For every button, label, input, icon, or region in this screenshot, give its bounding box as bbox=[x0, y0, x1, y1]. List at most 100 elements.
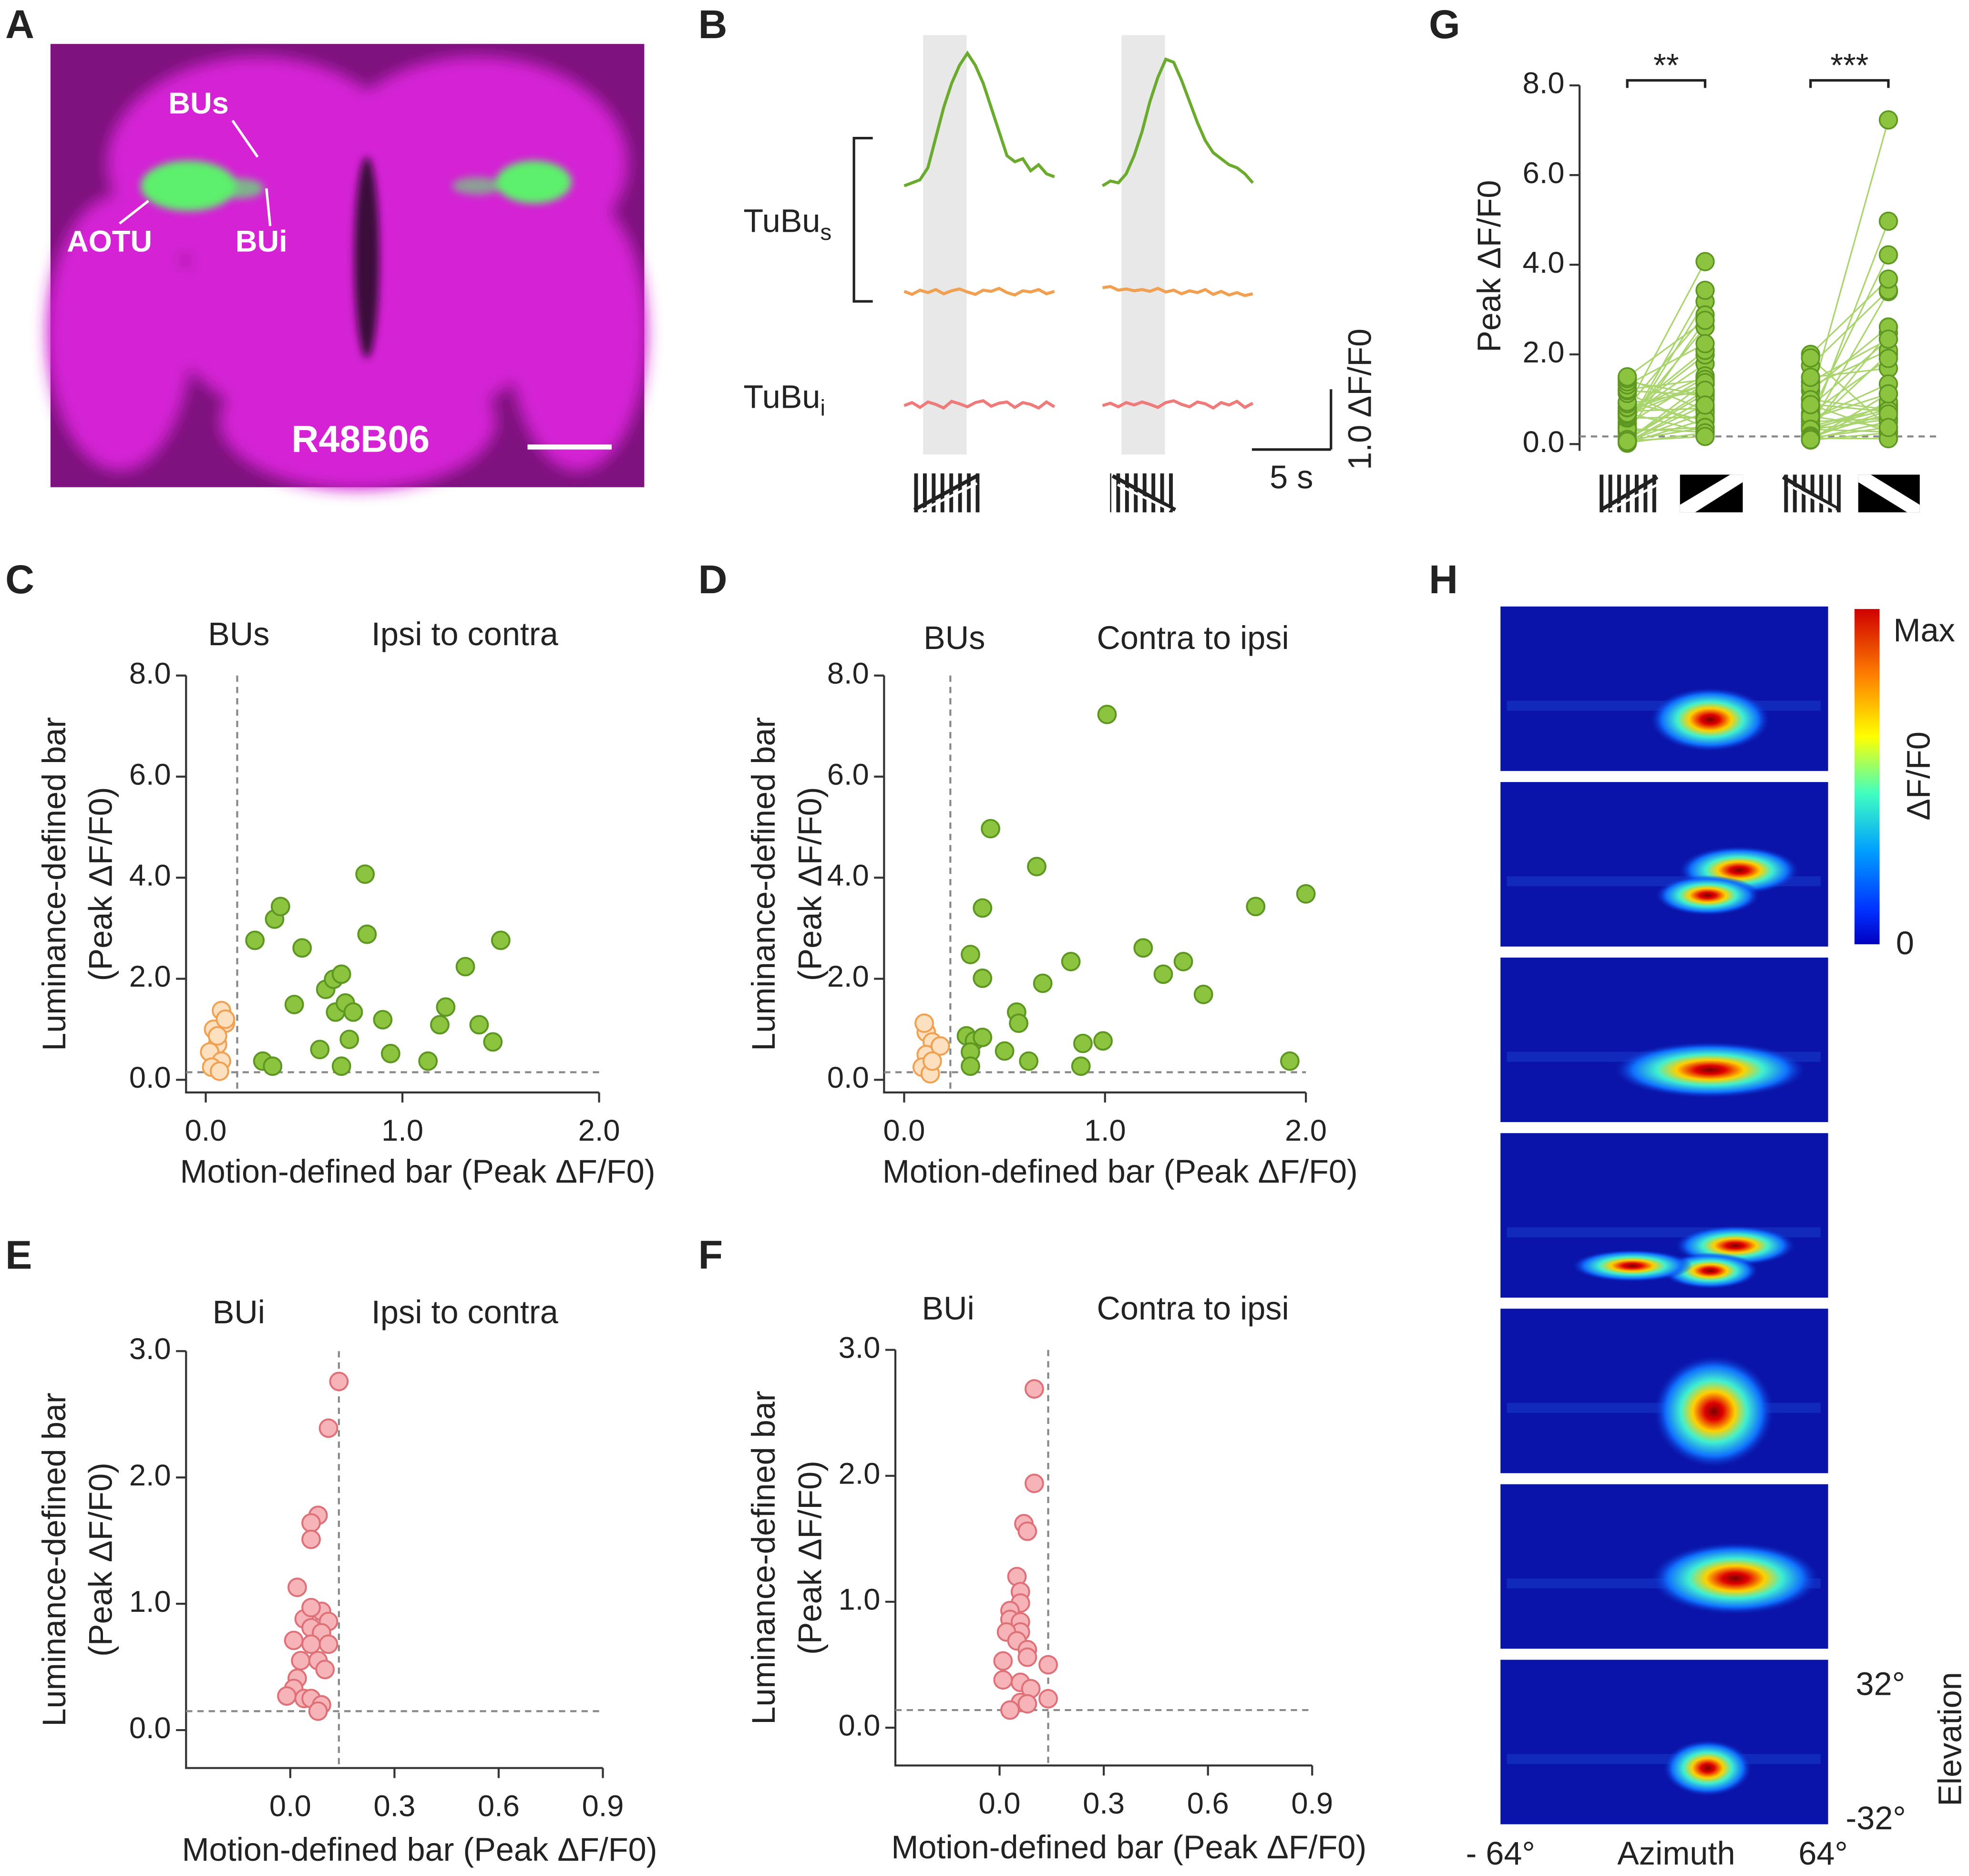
significance: *** bbox=[1830, 47, 1868, 83]
axis-line bbox=[894, 1350, 1313, 1767]
pair-line bbox=[1810, 383, 1889, 420]
colorbar bbox=[1854, 609, 1880, 945]
y-axis-label: (Peak ΔF/F0) bbox=[791, 787, 828, 981]
point bbox=[1000, 1700, 1020, 1720]
point bbox=[318, 1634, 338, 1654]
y-tick-label: 6.0 bbox=[1523, 156, 1565, 190]
pair-line bbox=[1810, 410, 1889, 439]
x-tick-label: 0.0 bbox=[979, 1787, 1021, 1820]
pair-line bbox=[1810, 338, 1889, 382]
pair-line bbox=[1810, 221, 1889, 425]
point bbox=[292, 938, 312, 958]
azimuth-right: 64° bbox=[1798, 1835, 1848, 1872]
point bbox=[491, 930, 511, 950]
heatmap-hotspot bbox=[1572, 1249, 1693, 1282]
point bbox=[1801, 367, 1820, 387]
point bbox=[287, 1577, 307, 1598]
heatmap-hotspot bbox=[1651, 1542, 1820, 1615]
y-axis-label: (Peak ΔF/F0) bbox=[791, 1461, 828, 1655]
y-tick-label: 6.0 bbox=[827, 758, 869, 791]
point bbox=[1878, 245, 1898, 265]
row-label: TuBus bbox=[743, 203, 831, 245]
y-tick-label: 3.0 bbox=[839, 1331, 881, 1364]
point bbox=[1017, 1521, 1037, 1541]
point bbox=[1173, 952, 1193, 971]
brain-label: AOTU bbox=[67, 225, 152, 258]
pair-line bbox=[1627, 392, 1706, 428]
y-axis-label: Peak ΔF/F0 bbox=[1471, 180, 1508, 352]
point bbox=[1878, 384, 1898, 404]
y-tick-label: 1.0 bbox=[839, 1583, 881, 1617]
scale-label: 5 s bbox=[1270, 459, 1313, 495]
point bbox=[1246, 897, 1266, 917]
pair-line bbox=[1627, 363, 1706, 418]
brain-label: BUs bbox=[168, 87, 228, 120]
point bbox=[1061, 952, 1081, 971]
pair-line bbox=[1810, 350, 1889, 387]
row-label: TuBui bbox=[743, 378, 825, 421]
point bbox=[357, 924, 377, 944]
trace bbox=[903, 287, 1055, 297]
pair-line bbox=[1810, 437, 1888, 440]
y-axis-label: Luminance-defined bar bbox=[745, 1391, 782, 1724]
pair-line bbox=[1810, 278, 1889, 355]
point bbox=[993, 1651, 1013, 1671]
y-axis-label: (Peak ΔF/F0) bbox=[82, 787, 119, 981]
point bbox=[210, 1061, 229, 1081]
axis-line bbox=[185, 675, 599, 1093]
x-tick-label: 2.0 bbox=[1285, 1114, 1327, 1147]
point bbox=[430, 1015, 450, 1035]
x-tick-label: 0.3 bbox=[1083, 1787, 1125, 1820]
point bbox=[343, 1002, 363, 1022]
point bbox=[1071, 1056, 1091, 1076]
annotation: Contra to ipsi bbox=[1097, 1290, 1289, 1327]
x-tick-label: 0.0 bbox=[883, 1114, 925, 1147]
point bbox=[981, 819, 1001, 839]
pair-line bbox=[1810, 358, 1889, 414]
x-axis-label: Motion-defined bar (Peak ΔF/F0) bbox=[891, 1829, 1366, 1866]
pair-line bbox=[1627, 418, 1705, 444]
point bbox=[1033, 973, 1053, 993]
point bbox=[1878, 418, 1898, 437]
annotation: BUi bbox=[922, 1290, 974, 1327]
x-tick-label: 0.9 bbox=[582, 1789, 624, 1823]
point bbox=[301, 1598, 321, 1618]
row-label-sub: s bbox=[820, 219, 832, 245]
y-tick-label: 4.0 bbox=[827, 859, 869, 892]
colorbar-label: ΔF/F0 bbox=[1900, 732, 1937, 820]
point bbox=[973, 968, 993, 988]
axis-line bbox=[883, 675, 1306, 1093]
point bbox=[973, 898, 993, 918]
point bbox=[1695, 310, 1715, 330]
point bbox=[270, 897, 290, 917]
x-tick-label: 1.0 bbox=[381, 1114, 423, 1147]
pair-line bbox=[1627, 428, 1705, 433]
panel-letter: E bbox=[5, 1233, 32, 1278]
point bbox=[1097, 704, 1117, 724]
point bbox=[483, 1032, 503, 1052]
pair-line bbox=[1626, 320, 1706, 433]
pair-line bbox=[1627, 432, 1705, 443]
y-tick-label: 4.0 bbox=[129, 859, 171, 892]
pair-line bbox=[1627, 390, 1705, 396]
y-tick-label: 8.0 bbox=[1523, 67, 1565, 100]
point bbox=[207, 1026, 227, 1046]
point bbox=[1695, 395, 1715, 415]
point bbox=[1133, 938, 1153, 958]
pair-line bbox=[1810, 339, 1889, 408]
point bbox=[331, 964, 351, 984]
y-axis-label: Luminance-defined bar bbox=[36, 1392, 72, 1726]
point bbox=[301, 1513, 321, 1533]
annotation: BUs bbox=[923, 619, 985, 656]
panel-letter: C bbox=[5, 557, 34, 602]
point bbox=[263, 1056, 283, 1076]
point bbox=[1618, 432, 1637, 451]
point bbox=[973, 1027, 993, 1047]
pair-line bbox=[1627, 404, 1706, 443]
point bbox=[301, 1634, 321, 1654]
trace bbox=[1102, 399, 1254, 410]
heatmaps bbox=[1500, 606, 1828, 1824]
